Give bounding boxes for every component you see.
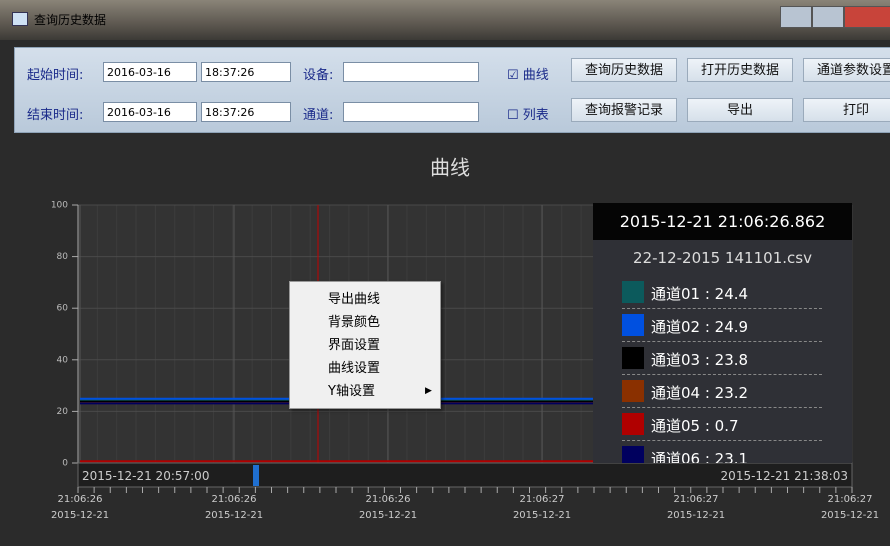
label: 通道: bbox=[303, 108, 334, 123]
maximize-button[interactable] bbox=[812, 6, 844, 28]
label: 起始时间: bbox=[27, 68, 84, 83]
button[interactable]: 导出 bbox=[687, 98, 793, 122]
button[interactable]: 打印 bbox=[803, 98, 890, 122]
cursor-readout: 2015-12-21 21:06:26.862 22-12-2015 14110… bbox=[593, 203, 852, 463]
title-bar: 查询历史数据 bbox=[0, 0, 890, 40]
device-select[interactable] bbox=[343, 62, 479, 82]
context-menu: ▶ 导出曲线背景颜色界面设置曲线设置 Y轴设置 bbox=[289, 281, 441, 409]
legend-divider bbox=[622, 374, 822, 375]
y-tick-label: 80 bbox=[57, 252, 69, 262]
legend-swatch bbox=[622, 446, 644, 463]
x-tick-date: 2015-12-21 bbox=[513, 510, 571, 521]
legend-entry: 通道01 : 24.4 bbox=[651, 285, 749, 303]
x-tick-label: 21:06:27 bbox=[674, 494, 719, 505]
x-tick-label: 21:06:26 bbox=[58, 494, 103, 505]
legend-entry: 通道06 : 23.1 bbox=[651, 450, 749, 463]
legend-divider bbox=[622, 341, 822, 342]
x-tick-date: 2015-12-21 bbox=[205, 510, 263, 521]
legend-swatch bbox=[622, 347, 644, 369]
legend-divider bbox=[622, 407, 822, 408]
y-tick-label: 100 bbox=[51, 201, 68, 211]
chart-title: 曲线 bbox=[430, 156, 470, 180]
close-button[interactable] bbox=[844, 6, 890, 28]
x-tick-date: 2015-12-21 bbox=[667, 510, 725, 521]
y-tick-label: 20 bbox=[57, 407, 69, 417]
legend-swatch bbox=[622, 380, 644, 402]
range-start: 2015-12-21 20:57:00 bbox=[82, 469, 209, 483]
readout-time: 2015-12-21 21:06:26.862 bbox=[593, 203, 852, 240]
range-end: 2015-12-21 21:38:03 bbox=[721, 469, 848, 483]
menu-item[interactable]: 背景颜色 bbox=[328, 315, 381, 330]
range-thumb bbox=[253, 465, 259, 486]
button[interactable]: 打开历史数据 bbox=[687, 58, 793, 82]
legend-swatch bbox=[622, 314, 644, 336]
checkbox[interactable]: ☐ 列表 bbox=[507, 108, 549, 123]
x-tick-date: 2015-12-21 bbox=[51, 510, 109, 521]
readout-file: 22-12-2015 141101.csv bbox=[633, 249, 812, 267]
x-tick-label: 21:06:27 bbox=[520, 494, 565, 505]
y-tick-label: 60 bbox=[57, 304, 69, 314]
minimize-button[interactable] bbox=[780, 6, 812, 28]
menu-item[interactable]: 界面设置 bbox=[328, 338, 381, 353]
menu-item[interactable]: 导出曲线 bbox=[328, 292, 381, 307]
button[interactable]: 查询报警记录 bbox=[571, 98, 677, 122]
date-picker[interactable]: 2016-03-16 bbox=[103, 102, 197, 122]
label: 设备: bbox=[303, 68, 334, 83]
submenu-arrow: ▶ bbox=[425, 386, 432, 396]
legend-swatch bbox=[622, 281, 644, 303]
legend-entry: 通道03 : 23.8 bbox=[651, 351, 749, 369]
time-picker[interactable]: 18:37:26 bbox=[201, 62, 291, 82]
legend-divider bbox=[622, 308, 822, 309]
button[interactable]: 查询历史数据 bbox=[571, 58, 677, 82]
legend-divider bbox=[622, 440, 822, 441]
legend-swatch bbox=[622, 413, 644, 435]
menu-item[interactable]: Y轴设置 bbox=[328, 384, 375, 399]
window-icon bbox=[12, 12, 28, 26]
x-tick-label: 21:06:26 bbox=[366, 494, 411, 505]
legend-entry: 通道04 : 23.2 bbox=[651, 384, 749, 402]
date-picker[interactable]: 2016-03-16 bbox=[103, 62, 197, 82]
button[interactable]: 通道参数设置 bbox=[803, 58, 890, 82]
checkbox[interactable]: ☑ 曲线 bbox=[507, 68, 549, 83]
y-tick-label: 40 bbox=[57, 355, 69, 365]
legend-entry: 通道02 : 24.9 bbox=[651, 318, 749, 336]
toolbar: 起始时间: 2016-03-16 18:37:26 设备: ☑ 曲线 结束时间:… bbox=[14, 47, 890, 133]
channel-select[interactable] bbox=[343, 102, 479, 122]
menu-item[interactable]: 曲线设置 bbox=[328, 361, 381, 376]
y-tick-label: 0 bbox=[62, 459, 68, 469]
legend-entry: 通道05 : 0.7 bbox=[651, 417, 739, 435]
x-tick-label: 21:06:27 bbox=[828, 494, 873, 505]
x-tick-label: 21:06:26 bbox=[212, 494, 257, 505]
label: 结束时间: bbox=[27, 108, 84, 123]
x-tick-date: 2015-12-21 bbox=[821, 510, 879, 521]
range-bar bbox=[77, 462, 853, 488]
checkbox-label: 曲线 bbox=[522, 68, 549, 83]
x-tick-date: 2015-12-21 bbox=[359, 510, 417, 521]
window-title: 查询历史数据 bbox=[34, 13, 107, 27]
time-picker[interactable]: 18:37:26 bbox=[201, 102, 291, 122]
checkbox-label: 列表 bbox=[522, 108, 549, 123]
